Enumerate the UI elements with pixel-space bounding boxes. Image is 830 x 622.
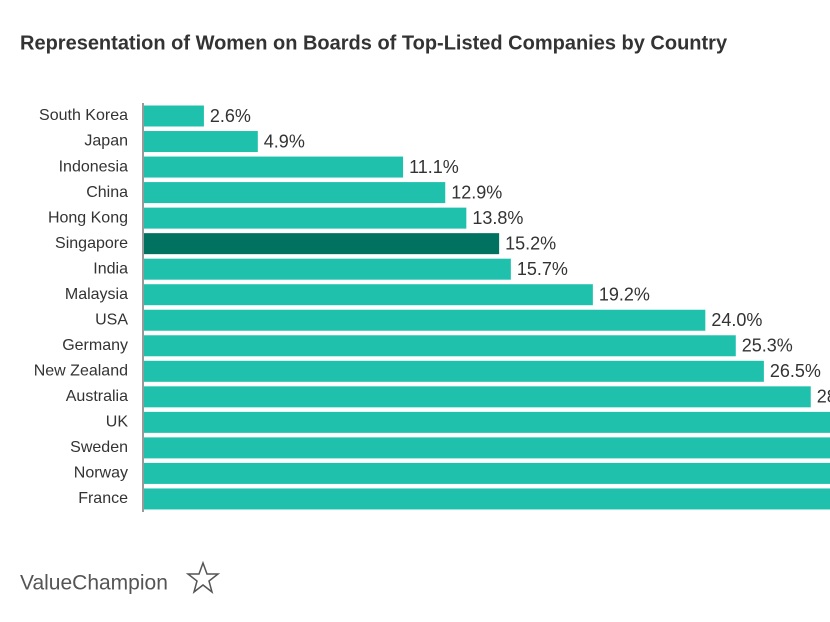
bar	[144, 488, 830, 510]
chart-title: Representation of Women on Boards of Top…	[20, 32, 728, 54]
y-tick-label: Germany	[62, 337, 128, 354]
bar	[144, 437, 830, 459]
value-label: 11.1%	[409, 157, 459, 177]
y-tick-label: France	[78, 490, 128, 507]
value-label: 25.3%	[742, 336, 793, 356]
bar	[144, 105, 204, 127]
y-tick-label: Japan	[84, 133, 128, 150]
bar	[144, 233, 500, 255]
value-label: 2.6%	[210, 106, 251, 126]
bar	[144, 360, 764, 382]
logo: ValueChampion	[20, 572, 168, 595]
y-tick-label: Norway	[74, 465, 128, 482]
y-tick-label: China	[86, 184, 128, 201]
value-label: 13.8%	[472, 208, 523, 228]
bar	[144, 386, 811, 408]
bar	[144, 131, 258, 153]
y-tick-label: USA	[95, 311, 128, 328]
y-tick-label: New Zealand	[34, 363, 128, 380]
value-label: 12.9%	[451, 182, 502, 202]
y-tick-label: South Korea	[39, 107, 128, 124]
value-label: 4.9%	[264, 131, 305, 151]
value-label: 19.2%	[599, 284, 650, 304]
value-label: 15.2%	[505, 233, 556, 253]
bar	[144, 284, 593, 306]
y-tick-label: India	[93, 260, 128, 277]
y-tick-label: Australia	[66, 388, 128, 405]
y-tick-label: Indonesia	[59, 158, 128, 175]
y-tick-label: UK	[106, 414, 129, 431]
bar	[144, 207, 467, 229]
value-label: 24.0%	[711, 310, 762, 330]
bar	[144, 411, 830, 433]
y-tick-label: Hong Kong	[48, 209, 128, 226]
y-tick-label: Singapore	[55, 235, 128, 252]
bar	[144, 258, 511, 280]
y-tick-label: Sweden	[70, 439, 128, 456]
bar	[144, 335, 736, 357]
value-label: 28.5%	[817, 387, 830, 407]
bar	[144, 309, 706, 331]
y-tick-label: Malaysia	[65, 286, 128, 303]
value-label: 15.7%	[517, 259, 568, 279]
bar	[144, 462, 830, 484]
bar	[144, 182, 446, 204]
bar	[144, 156, 404, 178]
logo-star	[185, 560, 221, 594]
value-label: 26.5%	[770, 361, 821, 381]
